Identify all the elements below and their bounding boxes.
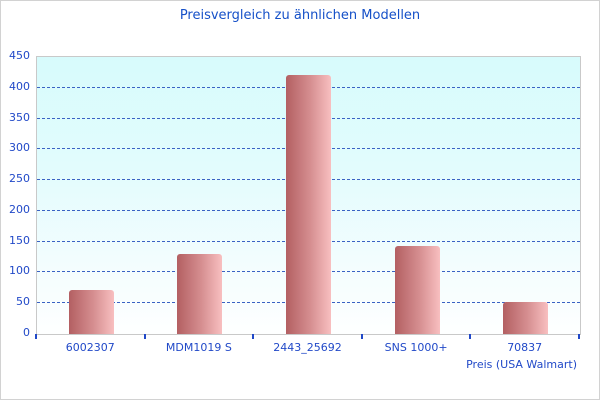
y-axis-label-400: 400 <box>9 79 30 93</box>
x-tick <box>143 334 146 339</box>
x-tick <box>252 334 255 339</box>
x-category-label-MDM1019 S: MDM1019 S <box>165 341 232 354</box>
bar-MDM1019 S <box>177 254 223 334</box>
y-axis-label-50: 50 <box>16 295 30 309</box>
chart-title: Preisvergleich zu ähnlichen Modellen <box>179 8 421 23</box>
x-axis-title: Preis (USA Walmart) <box>466 358 577 371</box>
x-tick <box>469 334 472 339</box>
y-axis-label-0: 0 <box>23 326 30 339</box>
bar-SNS 1000+ <box>394 246 440 334</box>
y-axis-label-250: 250 <box>9 172 30 186</box>
bar-2443_25692 <box>286 75 331 334</box>
y-axis-label-150: 150 <box>9 233 30 247</box>
x-tick <box>578 334 580 339</box>
x-tick <box>360 334 363 339</box>
y-axis-label-100: 100 <box>9 264 30 278</box>
y-axis-label-200: 200 <box>9 202 30 216</box>
x-category-label-SNS 1000+: SNS 1000+ <box>384 341 448 354</box>
y-axis-label-300: 300 <box>9 141 30 155</box>
bar-6002307 <box>68 290 114 334</box>
x-category-label-2443_25692: 2443_25692 <box>273 341 342 354</box>
plot-area <box>36 56 581 335</box>
x-category-label-6002307: 6002307 <box>65 341 115 354</box>
x-category-label-70837: 70837 <box>507 341 543 354</box>
bar-70837 <box>503 302 549 334</box>
x-tick <box>35 334 37 339</box>
y-axis-label-450: 450 <box>9 49 30 62</box>
y-axis-label-350: 350 <box>9 110 30 124</box>
